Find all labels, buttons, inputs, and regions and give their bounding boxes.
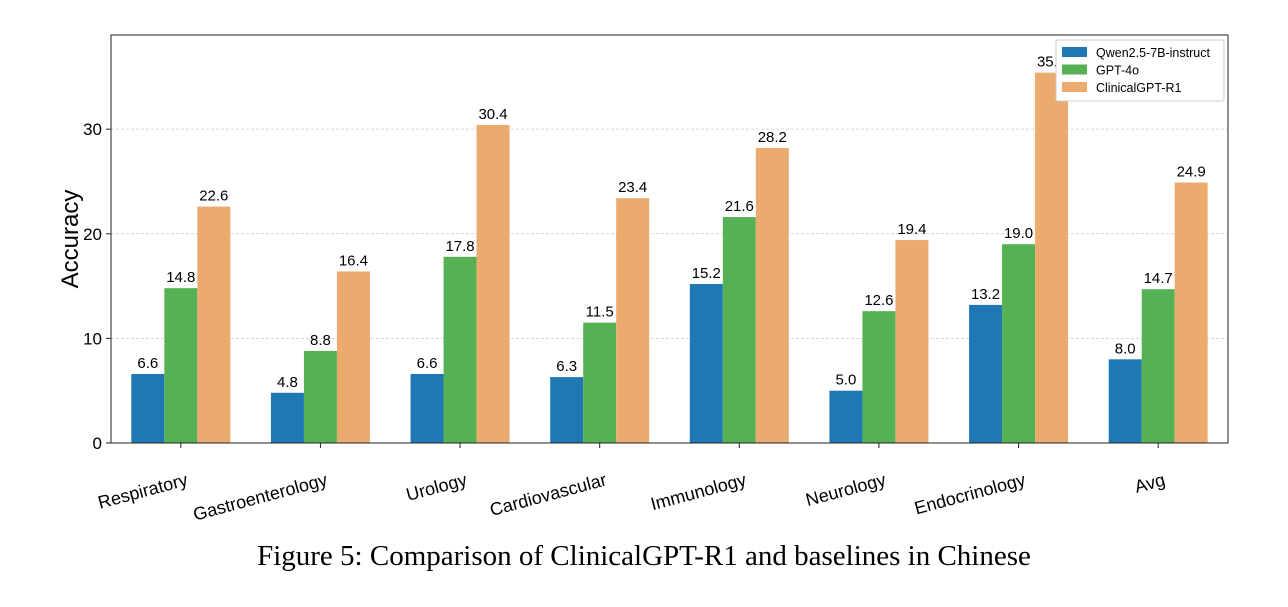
data-label: 4.8 [277,374,298,391]
legend-box [1055,39,1225,102]
data-label: 30.4 [478,106,507,123]
bar-ClinicalGPT-R1-Neurology [895,240,929,443]
data-label: 22.6 [199,188,228,205]
bar-GPT-4o-Respiratory [164,288,198,443]
data-label: 8.0 [1115,340,1136,357]
data-label: 14.7 [1144,270,1173,287]
bar-ClinicalGPT-R1-Avg [1174,182,1208,443]
data-label: 15.2 [692,265,721,282]
bar-Qwen2.5-7B-instruct-Cardiovascular [550,377,584,443]
y-tick-label: 20 [83,225,102,244]
bar-ClinicalGPT-R1-Urology [476,124,510,443]
data-label: 13.2 [971,286,1000,303]
data-label: 17.8 [445,238,474,255]
x-tick-label: Urology [404,470,469,505]
data-label: 5.0 [836,372,857,389]
data-label: 16.4 [339,252,368,269]
x-tick-label: Avg [1132,470,1167,497]
data-label: 8.8 [310,332,331,349]
data-label: 24.9 [1177,164,1206,181]
x-tick-label: Endocrinology [912,470,1027,519]
bar-GPT-4o-Neurology [862,311,896,443]
bar-GPT-4o-Cardiovascular [583,322,617,443]
data-label: 12.6 [864,292,893,309]
bar-Qwen2.5-7B-instruct-Endocrinology [969,304,1003,443]
y-axis-title: Accuracy [57,190,84,289]
x-tick-label: Respiratory [96,470,190,513]
bar-GPT-4o-Immunology [722,217,756,443]
data-label: 19.0 [1004,225,1033,242]
bar-ClinicalGPT-R1-Respiratory [197,206,231,443]
bar-ClinicalGPT-R1-Gastroenterology [336,271,370,443]
data-label: 28.2 [758,129,787,146]
legend-swatch [1062,64,1087,75]
plot-frame [110,34,1229,444]
x-tick-label: Immunology [648,470,748,515]
bar-Qwen2.5-7B-instruct-Gastroenterology [270,392,304,443]
bar-Qwen2.5-7B-instruct-Urology [410,373,444,443]
legend-label: Qwen2.5-7B-instruct [1096,46,1210,60]
data-label: 19.4 [897,221,926,238]
data-label: 11.5 [586,304,614,321]
y-tick-label: 10 [83,329,102,348]
bar-GPT-4o-Urology [443,256,477,443]
bar-Qwen2.5-7B-instruct-Respiratory [131,373,165,443]
legend-swatch [1062,47,1087,57]
bar-GPT-4o-Gastroenterology [303,350,337,443]
x-tick-label: Neurology [804,470,888,511]
bar-ClinicalGPT-R1-Cardiovascular [616,198,650,443]
legend-swatch [1062,82,1087,92]
bar-GPT-4o-Avg [1141,289,1175,443]
bar-ClinicalGPT-R1-Endocrinology [1035,72,1069,444]
bar-ClinicalGPT-R1-Immunology [755,147,789,443]
x-tick-label: Gastroenterology [191,470,330,525]
bar-Qwen2.5-7B-instruct-Avg [1108,359,1142,443]
y-tick-label: 0 [93,434,102,453]
data-label: 6.3 [556,358,577,375]
y-tick-label: 30 [83,120,102,139]
legend-label: GPT-4o [1096,64,1139,78]
bar-chart: 6.6 4.8 6.6 6.3 15.2 5.0 13.2 8.0 14.8 8.8 17.8 11.… [57,34,1229,525]
bar-Qwen2.5-7B-instruct-Immunology [689,283,723,443]
data-label: 14.8 [166,269,195,286]
data-label: 23.4 [618,179,647,196]
figure-caption: Figure 5: Comparison of ClinicalGPT-R1 a… [257,540,1031,572]
bar-GPT-4o-Endocrinology [1002,244,1036,443]
data-label: 6.6 [417,355,438,372]
data-label: 21.6 [725,198,754,215]
x-tick-label: Cardiovascular [488,470,609,520]
data-label: 6.6 [137,355,158,372]
bar-Qwen2.5-7B-instruct-Neurology [829,390,863,443]
legend-label: ClinicalGPT-R1 [1096,81,1181,95]
